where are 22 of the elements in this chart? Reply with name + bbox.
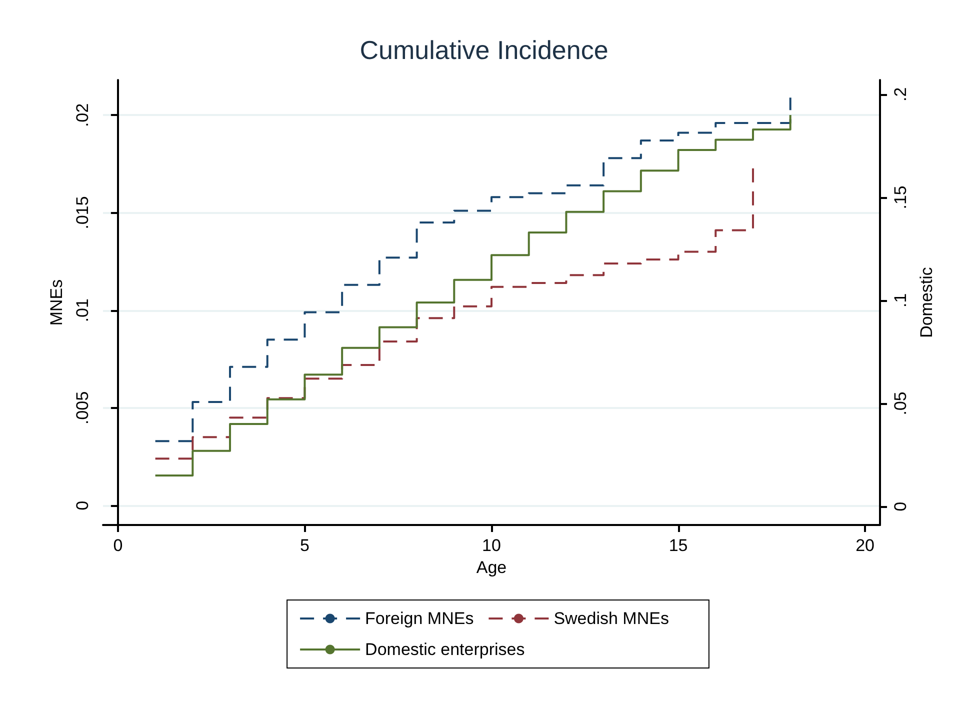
y-tick-label: .02 bbox=[73, 103, 92, 127]
x-tick-label: 10 bbox=[482, 536, 501, 555]
y-tick-label: .015 bbox=[73, 196, 92, 230]
y-tick-label: .01 bbox=[73, 298, 92, 322]
x-axis-title: Age bbox=[476, 558, 507, 577]
y-tick-label: .005 bbox=[73, 391, 92, 424]
x-tick-label: 15 bbox=[668, 536, 688, 555]
x-tick-label: 20 bbox=[856, 536, 875, 555]
chart-title: Cumulative Incidence bbox=[360, 35, 608, 65]
y2-tick-label: .15 bbox=[891, 186, 910, 210]
y2-tick-label: .1 bbox=[891, 293, 910, 308]
y-axis-title: MNEs bbox=[47, 279, 66, 326]
y2-tick-label: 0 bbox=[891, 502, 910, 512]
legend-label: Swedish MNEs bbox=[554, 609, 669, 628]
x-tick-label: 0 bbox=[113, 536, 123, 555]
x-tick-label: 5 bbox=[300, 536, 310, 555]
y-tick-label: 0 bbox=[73, 500, 92, 510]
legend-label: Foreign MNEs bbox=[365, 609, 474, 628]
y2-axis-title: Domestic bbox=[917, 266, 936, 338]
y2-tick-label: .05 bbox=[891, 392, 910, 416]
legend-label: Domestic enterprises bbox=[365, 640, 525, 659]
y2-tick-label: .2 bbox=[891, 87, 910, 102]
